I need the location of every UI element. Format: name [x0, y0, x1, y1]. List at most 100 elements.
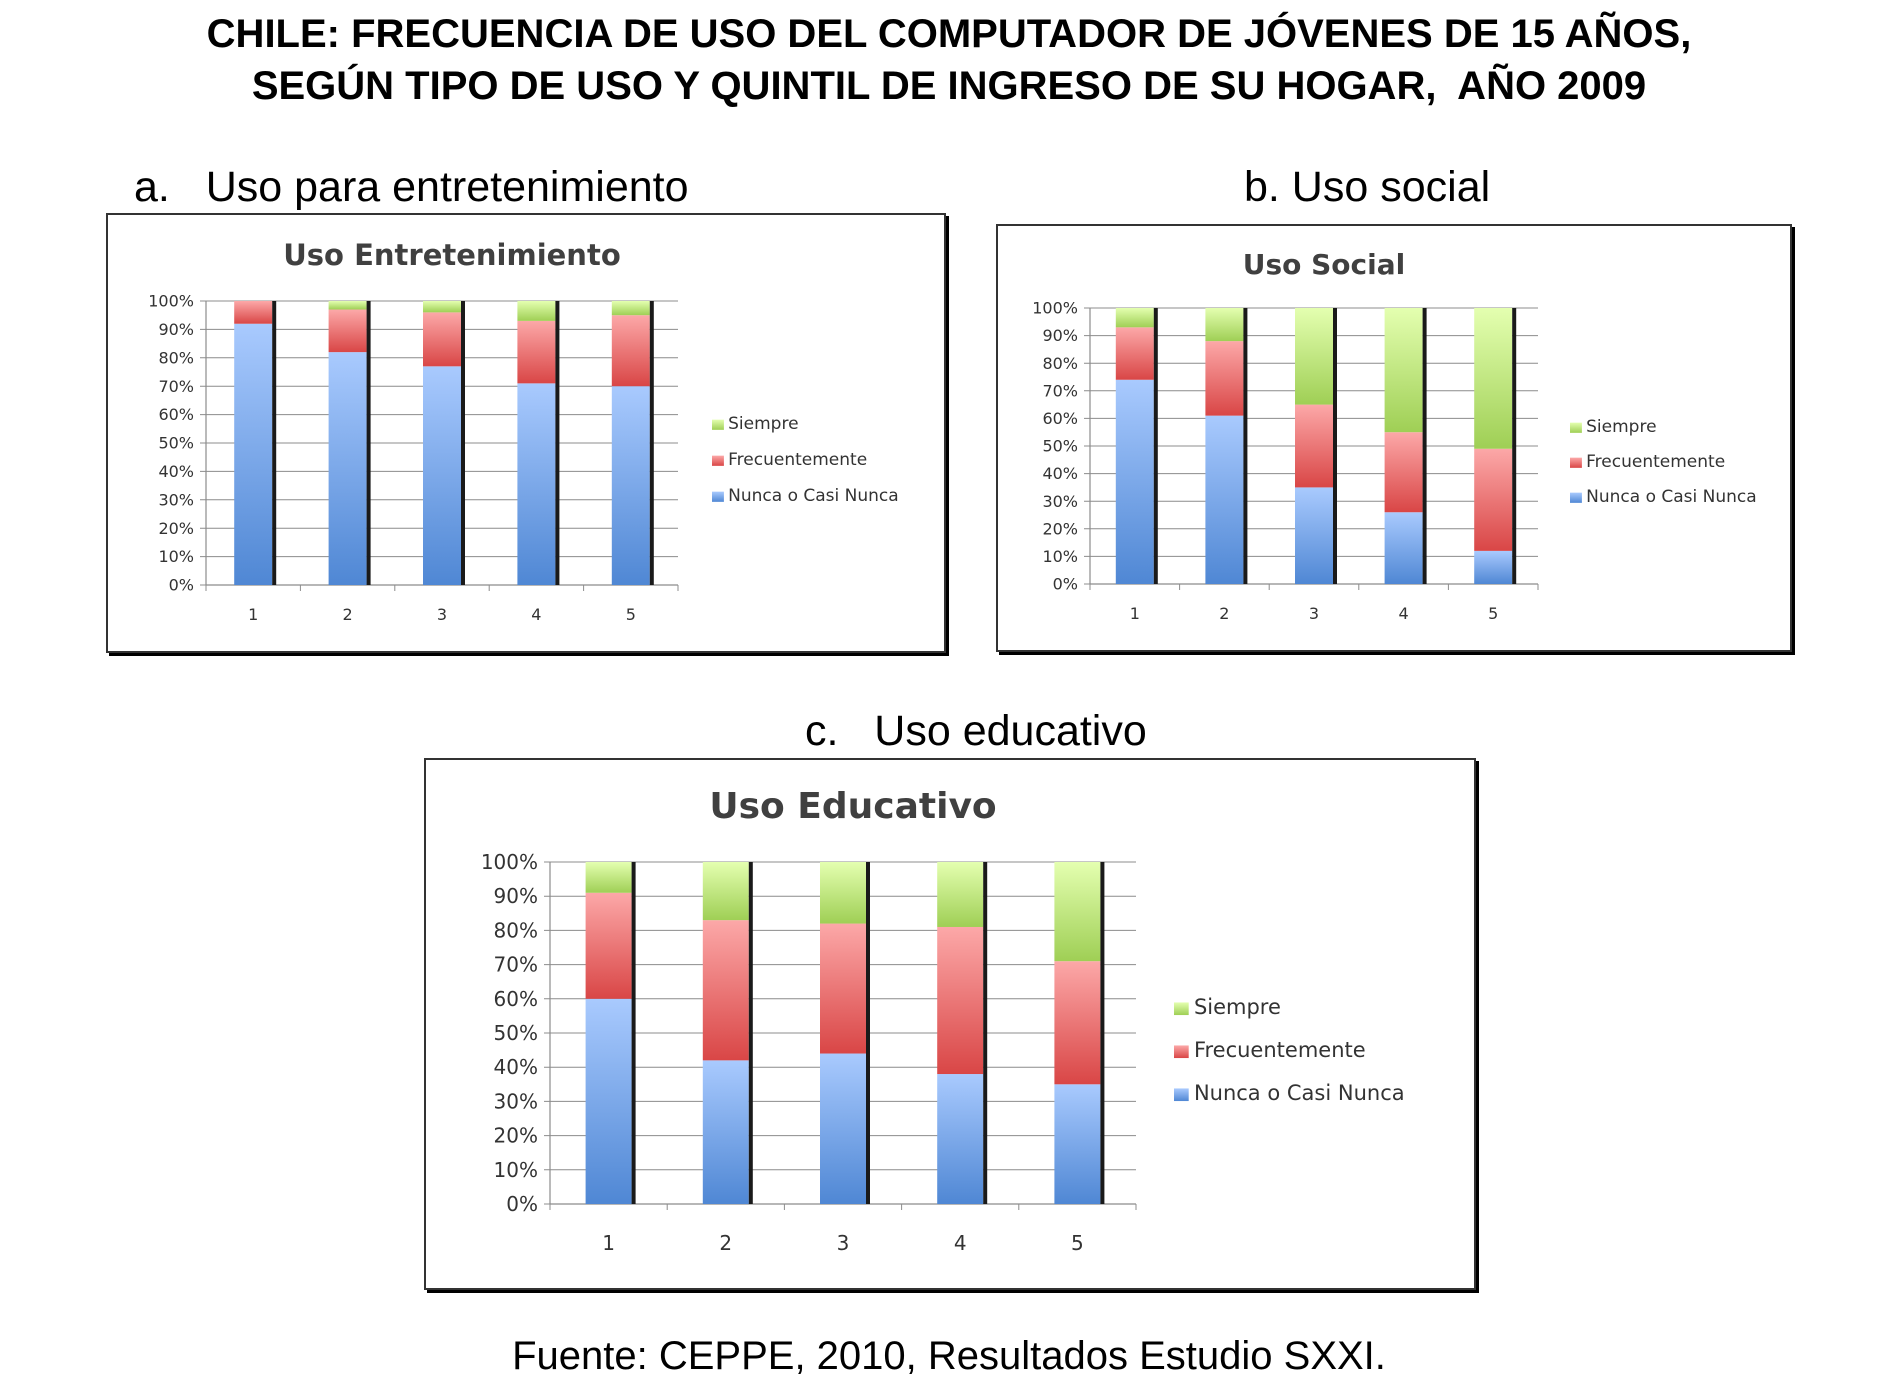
y-tick-label: 10%	[494, 1158, 538, 1182]
chart-social-svg: Uso Social 0% 10% 20% 30% 40% 50% 60% 70% 80% 90% 1…	[1032, 248, 1757, 623]
legend-swatch-siempre	[1570, 422, 1582, 433]
bar-shadow	[1153, 308, 1158, 584]
bar-nunca-1	[1115, 379, 1154, 584]
x-tick-label: 3	[837, 1231, 850, 1255]
bar-frec-4	[517, 320, 556, 384]
bar-frec-2	[328, 309, 367, 353]
bar-siempre-5	[1474, 308, 1513, 449]
bar-shadow	[983, 862, 988, 1204]
y-tick-label: 100%	[1032, 299, 1078, 318]
bar-frec-5	[611, 315, 650, 387]
bar-frec-3	[423, 312, 461, 367]
legend-label-frec: Frecuentemente	[1194, 1038, 1366, 1062]
x-tick-label: 3	[1309, 604, 1319, 623]
y-tick-label: 90%	[1042, 326, 1078, 345]
bar-shadow	[631, 862, 636, 1204]
y-tick-label: 80%	[494, 918, 538, 942]
bar-siempre-5	[611, 301, 650, 316]
y-tick-label: 100%	[481, 850, 538, 874]
y-tick-label: 40%	[1042, 464, 1078, 483]
legend-swatch-frec	[1570, 457, 1582, 468]
bar-frec-3	[1295, 404, 1333, 488]
bar-siempre-2	[1205, 308, 1244, 342]
y-tick-label: 20%	[494, 1124, 538, 1148]
y-tick-label: 50%	[1042, 437, 1078, 456]
y-tick-label: 0%	[506, 1192, 538, 1216]
bar-shadow	[366, 301, 371, 585]
caption-b: b. Uso social	[1244, 163, 1491, 211]
legend-label-siempre: Siempre	[1194, 995, 1281, 1019]
legend-swatch-frec	[712, 455, 724, 466]
chart-educativo: Uso Educativo 0% 10% 20% 30% 40% 50% 60% 70% 80% 9…	[424, 758, 1476, 1290]
chart-entretenimiento-svg: Uso Entretenimiento 0% 10% 20% 30% 40% 50% 60% 7…	[148, 238, 898, 624]
y-tick-label: 60%	[158, 405, 194, 424]
bar-shadow	[555, 301, 560, 585]
y-tick-label: 10%	[1042, 547, 1078, 566]
chart-social: Uso Social 0% 10% 20% 30% 40% 50% 60% 70% 80% 90% 1…	[996, 224, 1792, 652]
y-tick-label: 90%	[158, 320, 194, 339]
bar-shadow	[1422, 308, 1427, 584]
y-tick-label: 0%	[1053, 575, 1078, 594]
x-tick-label: 1	[602, 1231, 615, 1255]
bar-frec-3	[820, 923, 866, 1054]
caption-c: c. Uso educativo	[805, 707, 1147, 755]
y-tick-label: 50%	[158, 434, 194, 453]
x-tick-label: 1	[1130, 604, 1140, 623]
chart-entretenimiento: Uso Entretenimiento 0% 10% 20% 30% 40% 50% 60% 7…	[106, 213, 946, 653]
bar-siempre-3	[1295, 308, 1333, 405]
y-tick-label: 50%	[494, 1021, 538, 1045]
legend-swatch-siempre	[712, 419, 724, 430]
legend-label-siempre: Siempre	[1586, 417, 1656, 437]
y-tick-label: 10%	[158, 547, 194, 566]
legend-swatch-nunca	[1174, 1088, 1189, 1102]
bar-nunca-5	[611, 386, 650, 585]
bar-siempre-4	[517, 301, 556, 321]
bar-shadow	[1333, 308, 1337, 584]
x-tick-label: 2	[343, 605, 353, 624]
y-tick-label: 70%	[158, 377, 194, 396]
y-tick-label: 80%	[1042, 354, 1078, 373]
caption-a: a. Uso para entretenimiento	[134, 163, 689, 211]
bar-frec-1	[234, 301, 273, 324]
x-tick-label: 2	[719, 1231, 732, 1255]
bar-siempre-2	[328, 301, 367, 310]
x-tick-label: 3	[437, 605, 447, 624]
legend-label-siempre: Siempre	[728, 414, 798, 434]
bar-siempre-5	[1054, 862, 1101, 962]
bar-nunca-2	[1205, 415, 1244, 584]
x-tick-label: 5	[626, 605, 636, 624]
x-tick-label: 4	[1399, 604, 1409, 623]
chart-educativo-svg: Uso Educativo 0% 10% 20% 30% 40% 50% 60% 70% 80% 9…	[481, 786, 1405, 1255]
y-tick-label: 90%	[494, 884, 538, 908]
y-tick-label: 0%	[169, 576, 194, 595]
bar-nunca-3	[1295, 487, 1333, 584]
bar-nunca-3	[423, 366, 461, 585]
bar-siempre-4	[937, 862, 984, 927]
bar-nunca-2	[702, 1060, 749, 1204]
legend-swatch-frec	[1174, 1045, 1189, 1059]
y-tick-label: 70%	[494, 953, 538, 977]
bar-frec-5	[1474, 448, 1513, 551]
bar-frec-2	[1205, 341, 1244, 416]
y-tick-label: 40%	[494, 1055, 538, 1079]
bar-frec-1	[1115, 327, 1154, 380]
chart-title: Uso Social	[1243, 248, 1405, 281]
bar-nunca-3	[820, 1053, 866, 1204]
legend-label-nunca: Nunca o Casi Nunca	[1586, 487, 1757, 507]
chart-title: Uso Entretenimiento	[283, 238, 621, 272]
y-tick-label: 40%	[158, 462, 194, 481]
y-tick-label: 20%	[158, 519, 194, 538]
x-tick-label: 2	[1219, 604, 1229, 623]
main-title: CHILE: FRECUENCIA DE USO DEL COMPUTADOR …	[0, 8, 1898, 112]
bar-frec-2	[702, 920, 749, 1061]
legend-swatch-nunca	[712, 491, 724, 502]
y-tick-label: 80%	[158, 348, 194, 367]
chart-title: Uso Educativo	[709, 786, 996, 827]
bar-nunca-5	[1474, 550, 1513, 584]
y-tick-label: 30%	[1042, 492, 1078, 511]
bar-nunca-4	[937, 1074, 984, 1204]
bar-frec-4	[1384, 432, 1423, 513]
legend-label-frec: Frecuentemente	[728, 450, 867, 470]
bar-siempre-3	[820, 862, 866, 924]
y-tick-label: 30%	[494, 1089, 538, 1113]
